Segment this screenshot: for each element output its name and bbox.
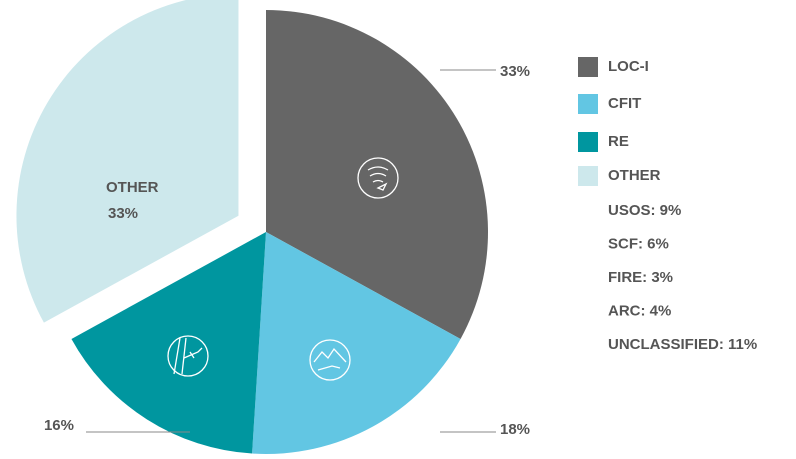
breakdown-item: USOS: 9%	[608, 202, 681, 219]
pie-slice	[71, 232, 266, 454]
legend-swatch	[578, 94, 598, 114]
breakdown-item: UNCLASSIFIED: 11%	[608, 336, 757, 353]
re-icon	[167, 335, 209, 377]
loc-i-icon-detail	[367, 166, 389, 191]
legend-swatch	[578, 57, 598, 77]
breakdown-item: SCF: 6%	[608, 235, 669, 252]
legend-label: CFIT	[608, 95, 641, 112]
icons	[167, 157, 399, 381]
breakdown-item: FIRE: 3%	[608, 269, 673, 286]
cfit-icon-detail	[313, 347, 347, 371]
pie-slice	[266, 10, 488, 339]
loc-i-icon	[357, 157, 399, 199]
pie-slice	[252, 232, 461, 454]
legend-swatch	[578, 132, 598, 152]
pie	[16, 0, 488, 454]
legend-label: OTHER	[608, 167, 661, 184]
breakdown-item: ARC: 4%	[608, 302, 671, 319]
labels: 33% 18% 16% OTHER 33%	[44, 63, 530, 438]
value-label: 18%	[500, 421, 530, 438]
re-icon-detail	[173, 337, 203, 375]
value-label: 16%	[44, 417, 74, 434]
cfit-icon	[309, 339, 351, 381]
legend-swatch	[578, 166, 598, 186]
legend: LOC-I CFIT RE OTHER USOS: 9% SCF: 6% FIRE: 3% A…	[578, 57, 757, 353]
legend-label: RE	[608, 133, 629, 150]
slice-name: OTHER	[106, 179, 159, 196]
pie-slice	[16, 0, 239, 323]
value-label: 33%	[500, 63, 530, 80]
legend-label: LOC-I	[608, 58, 649, 75]
value-label: 33%	[108, 205, 138, 222]
